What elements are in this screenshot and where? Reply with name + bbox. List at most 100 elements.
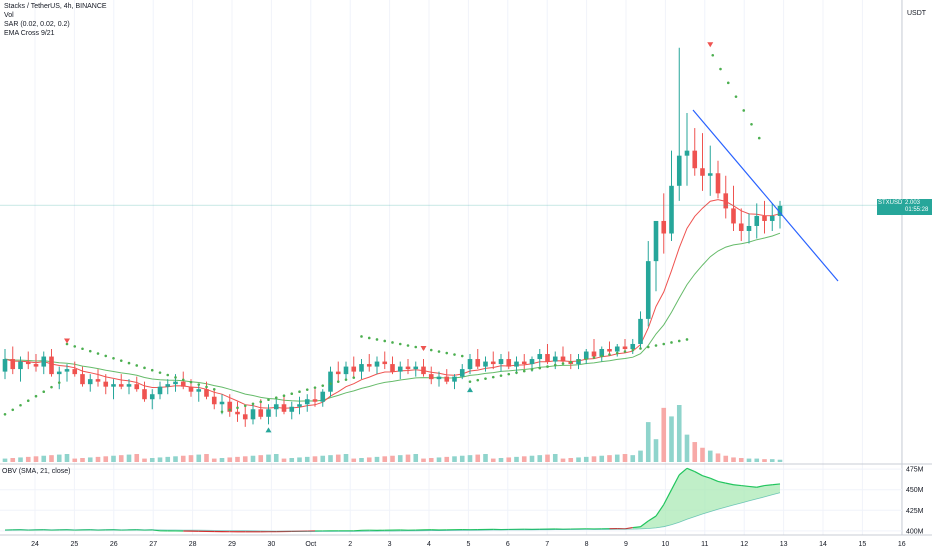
volume-bar [459,455,465,462]
candle [304,399,310,405]
volume-bar [10,458,16,462]
volume-bar [537,455,543,462]
volume-bar [273,454,279,462]
sar-dot [150,368,154,372]
volume-bar [483,454,488,462]
sar-dot [57,381,61,384]
candle [297,404,302,407]
time-tick-label: 16 [898,541,906,548]
sar-indicator-label[interactable]: SAR (0.02, 0.02, 0.2) [4,21,70,28]
volume-bar [188,455,194,462]
candle [382,361,388,365]
vol-indicator-label[interactable]: Vol [4,12,14,19]
sar-dot [600,354,604,358]
time-tick-label: 30 [268,541,276,548]
candle [142,389,147,400]
sar-dot [734,95,738,98]
sar-dot [592,356,596,359]
candle [746,225,752,231]
sar-dot [104,354,108,358]
volume-bar [622,454,628,462]
candle [638,318,643,344]
obv-indicator-label[interactable]: OBV (SMA, 21, close) [2,468,71,475]
volume-bar [2,458,8,462]
time-tick-label: 25 [71,541,79,548]
sar-dot [375,338,379,341]
candle [18,361,23,370]
obv-line-segment [663,489,673,505]
candle [134,384,140,390]
volume-bar [676,405,682,462]
candle [33,364,39,367]
volume-bar [514,456,519,462]
sar-dot [135,364,139,367]
volume-bar [281,458,287,462]
candle [328,371,333,392]
volume-bar [413,454,419,462]
time-tick-label: Oct [305,541,316,548]
ema-indicator-label[interactable]: EMA Cross 9/21 [4,30,55,37]
volume-bar [126,454,132,462]
sar-dot [228,408,232,412]
candle [614,346,620,352]
candle [235,411,240,415]
sar-dot [530,368,534,371]
candle [475,359,481,367]
candle [607,349,612,352]
volume-bar [583,456,589,462]
sar-dot [711,53,715,57]
volume-bar [165,456,171,462]
volume-bar [64,454,70,462]
candle [413,366,419,370]
sar-dot [181,378,185,382]
candle [444,376,450,382]
candle [2,359,8,372]
time-tick-label: 13 [780,541,788,548]
sar-dot [719,67,722,71]
time-tick-label: 4 [427,541,431,548]
sar-dot [577,359,580,362]
volume-bar [614,454,620,462]
sar-dot [654,344,658,347]
sar-dot [367,336,371,340]
sar-dot [112,357,115,360]
candle [204,389,209,397]
volume-bar [196,454,202,462]
volume-bar [25,456,31,462]
sar-dot [662,342,666,346]
time-tick-label: 11 [701,541,708,548]
obv-line-segment [702,475,711,479]
volume-bar [653,439,659,462]
sar-dot [298,390,301,393]
sar-dot [329,382,332,385]
volume-bar [498,458,504,462]
candle [762,215,767,221]
volume-bar [552,454,558,462]
volume-bar [769,459,775,462]
sar-dot [750,122,753,126]
sar-dot [81,347,84,351]
candle [366,364,372,367]
obv-tick-label: 475M [906,467,924,474]
sar-dot [608,353,611,356]
candle [312,399,318,402]
sar-dot [491,375,495,379]
volume-bar [405,454,411,462]
candle [41,356,47,367]
sar-dot [267,398,270,402]
sar-dot [429,348,433,352]
sar-dot [19,403,22,407]
volume-bar [777,459,783,462]
obv-line-segment [670,474,680,490]
candle [196,389,202,392]
obv-line-segment [717,480,726,484]
candle [250,409,256,420]
candle [211,396,217,405]
sar-dot [437,350,441,353]
obv-line-segment [632,526,641,529]
sar-dot [3,412,7,416]
candle [521,361,527,365]
sar-dot [174,376,177,379]
sar-dot [220,410,224,414]
